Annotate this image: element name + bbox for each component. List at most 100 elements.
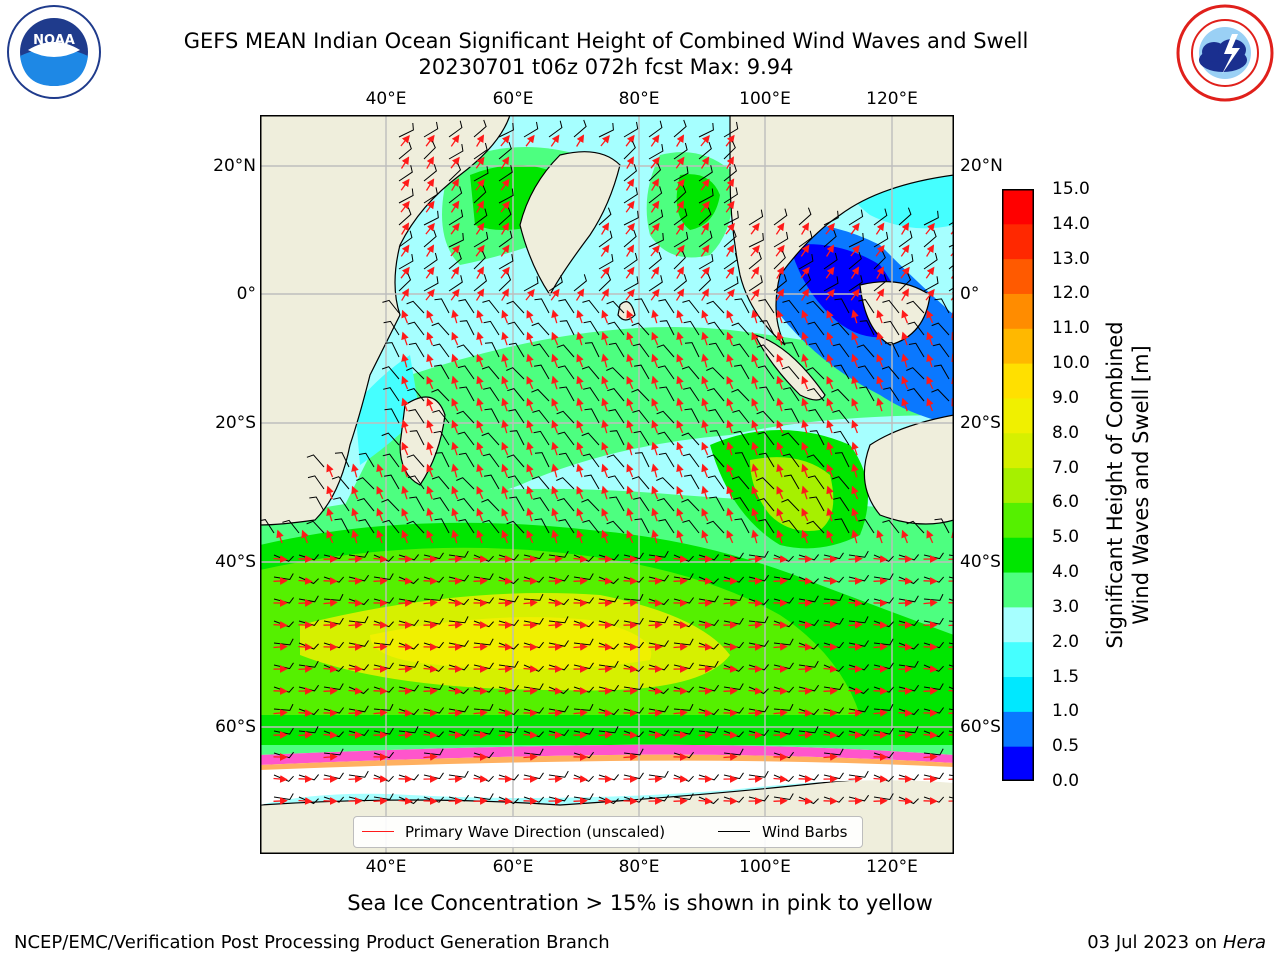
wave-direction-arrow xyxy=(601,463,609,478)
wind-barb xyxy=(482,519,500,534)
colorbar-swatch xyxy=(1002,363,1034,399)
wave-direction-arrow xyxy=(501,441,509,456)
wind-barb xyxy=(681,432,700,446)
wave-direction-arrow xyxy=(423,753,438,761)
wave-direction-arrow xyxy=(926,529,934,544)
wind-barb xyxy=(748,574,770,582)
wave-direction-arrow xyxy=(701,331,709,346)
wind-barb xyxy=(698,642,719,650)
wind-barb xyxy=(398,595,419,603)
wind-barb xyxy=(623,707,645,714)
wind-barb xyxy=(298,796,319,805)
colorbar-swatch xyxy=(1002,397,1034,434)
wind-barb xyxy=(834,518,850,534)
colorbar xyxy=(1002,189,1034,781)
wind-barb xyxy=(306,520,325,534)
wave-direction-arrow xyxy=(751,419,759,434)
wave-direction-arrow xyxy=(426,441,434,456)
wave-direction-arrow xyxy=(273,577,288,585)
wind-barb xyxy=(432,409,450,424)
wind-barb xyxy=(498,188,514,204)
wind-barb xyxy=(273,638,294,646)
wind-barb xyxy=(698,708,720,716)
wind-barb xyxy=(273,662,294,670)
wind-barb xyxy=(558,519,575,534)
wind-barb xyxy=(323,730,344,738)
wave-direction-arrow xyxy=(526,353,534,368)
wave-direction-arrow xyxy=(648,709,663,717)
wave-direction-arrow xyxy=(498,577,513,585)
wind-barb xyxy=(873,662,894,670)
wave-direction-arrow xyxy=(726,375,734,390)
wind-barb xyxy=(798,554,819,561)
wind-barb xyxy=(333,497,350,512)
wave-direction-arrow xyxy=(676,419,684,434)
wave-direction-arrow xyxy=(875,222,885,235)
wave-direction-arrow xyxy=(550,134,560,147)
wave-direction-arrow xyxy=(773,621,788,629)
wind-barb xyxy=(406,454,425,468)
wind-barb xyxy=(523,664,544,672)
wind-barb xyxy=(658,519,675,534)
wind-barb xyxy=(423,593,444,601)
wind-barb xyxy=(758,452,775,468)
wave-direction-arrow xyxy=(826,244,835,257)
wave-direction-arrow xyxy=(651,485,659,500)
wind-barb xyxy=(748,275,763,292)
colorbar-tick-label: 15.0 xyxy=(1052,179,1090,199)
wind-barb xyxy=(873,208,888,226)
wind-barb xyxy=(782,299,800,314)
wind-barb xyxy=(898,684,920,692)
wind-barb xyxy=(582,453,600,468)
wind-barb xyxy=(523,121,539,138)
wave-direction-arrow xyxy=(551,419,559,434)
wind-barb xyxy=(448,794,470,802)
wave-direction-arrow xyxy=(323,731,338,739)
credit-text: NCEP/EMC/Verification Post Processing Pr… xyxy=(14,932,610,953)
wave-direction-arrow xyxy=(675,156,685,169)
wave-direction-arrow xyxy=(676,200,684,213)
wind-barb xyxy=(673,703,694,711)
wind-barb xyxy=(756,410,775,424)
wind-barb xyxy=(423,121,439,138)
colorbar-swatch xyxy=(1002,223,1034,260)
wave-direction-arrow xyxy=(673,797,688,805)
wave-direction-arrow xyxy=(273,797,288,805)
wind-barb xyxy=(633,430,650,446)
wave-direction-arrow xyxy=(650,222,660,235)
wind-barb xyxy=(573,793,594,801)
wind-barb xyxy=(373,554,394,562)
wave-direction-arrow xyxy=(651,375,659,390)
wave-direction-arrow xyxy=(523,731,538,739)
wind-barb xyxy=(423,641,444,649)
wind-barb xyxy=(823,617,844,625)
wind-barb xyxy=(307,475,325,490)
wind-barb xyxy=(781,432,800,446)
wave-direction-arrow xyxy=(701,419,709,434)
wind-barb xyxy=(484,342,500,358)
wind-barb xyxy=(633,497,650,512)
wind-barb xyxy=(648,770,669,778)
wave-direction-arrow xyxy=(926,397,934,412)
wind-barb xyxy=(598,273,612,292)
wave-direction-arrow xyxy=(673,577,688,585)
wind-barb xyxy=(648,275,663,292)
wind-barb xyxy=(673,274,687,292)
wind-barb xyxy=(734,452,750,468)
wind-barb xyxy=(881,366,900,380)
wave-direction-arrow xyxy=(450,266,460,279)
wave-direction-arrow xyxy=(850,222,860,235)
wave-direction-arrow xyxy=(750,266,760,279)
wind-barb xyxy=(757,365,775,380)
wind-barb xyxy=(723,593,744,601)
wind-barb xyxy=(723,641,744,649)
wave-direction-arrow xyxy=(826,419,834,434)
wind-barb xyxy=(423,164,437,182)
wind-barb xyxy=(698,188,714,204)
wind-barb xyxy=(558,452,575,468)
wave-direction-arrow xyxy=(551,331,559,346)
wave-direction-arrow xyxy=(451,397,459,412)
wave-direction-arrow xyxy=(751,441,759,456)
wind-barb xyxy=(298,642,319,650)
wind-barb xyxy=(498,254,514,270)
